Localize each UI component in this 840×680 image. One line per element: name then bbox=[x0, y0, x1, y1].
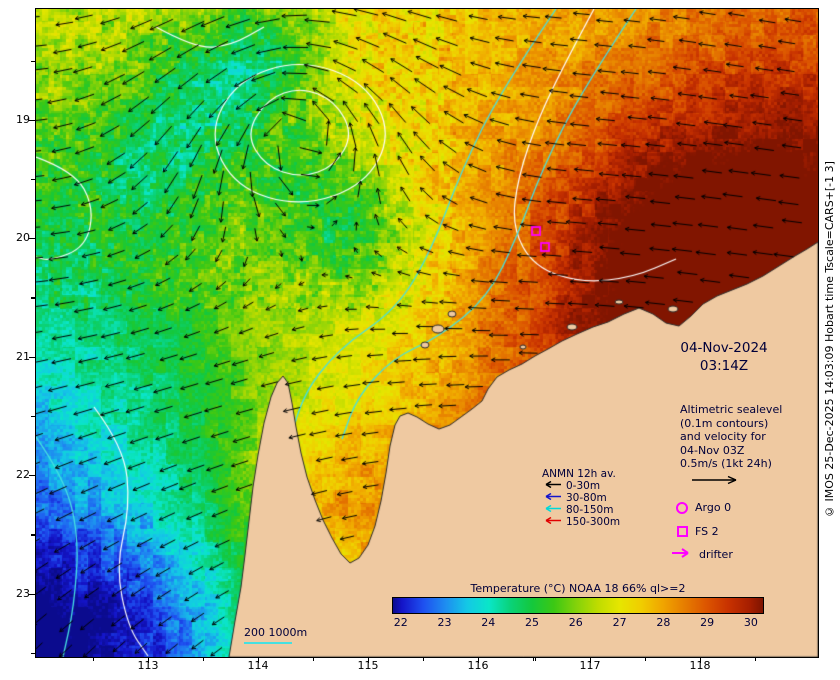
axis-tick bbox=[29, 594, 35, 595]
anmn-item: 150-300m bbox=[542, 516, 620, 528]
colorbar-tick-label: 27 bbox=[612, 616, 627, 629]
scalebar-label: 200 1000m bbox=[244, 626, 308, 639]
lat-tick-label: 21 bbox=[16, 350, 30, 363]
copyright-text: © IMOS 25-Dec-2025 14:03:09 Hobart time … bbox=[823, 161, 836, 519]
axis-tick bbox=[533, 657, 534, 661]
axis-tick bbox=[258, 657, 259, 663]
axis-tick bbox=[203, 657, 204, 661]
lon-tick-label: 116 bbox=[467, 659, 489, 672]
drifter-legend: drifter bbox=[670, 547, 733, 562]
anmn-item: 80-150m bbox=[542, 504, 620, 516]
lon-tick-label: 115 bbox=[357, 659, 379, 672]
axis-tick bbox=[31, 61, 35, 62]
map-plot: 04-Nov-2024 03:14Z Altimetric sealevel (… bbox=[35, 8, 819, 658]
axis-tick bbox=[29, 357, 35, 358]
fs-square-icon bbox=[677, 526, 688, 537]
axis-tick bbox=[31, 297, 35, 298]
colorbar-tick-label: 22 bbox=[393, 616, 408, 629]
isobath-scalebar: 200 1000m bbox=[244, 626, 307, 644]
altimetric-line: and velocity for bbox=[680, 430, 766, 443]
anmn-item: 30-80m bbox=[542, 492, 620, 504]
colorbar-tick-label: 29 bbox=[700, 616, 715, 629]
axis-tick bbox=[29, 475, 35, 476]
fs-legend: FS 2 bbox=[677, 525, 719, 538]
altimetric-note: Altimetric sealevel (0.1m contours) and … bbox=[680, 403, 782, 485]
drifter-label: drifter bbox=[699, 548, 733, 561]
axis-tick bbox=[31, 534, 35, 535]
velocity-scale-arrow-icon bbox=[692, 475, 737, 484]
lat-tick-label: 20 bbox=[16, 231, 30, 244]
colorbar-tick-label: 26 bbox=[568, 616, 583, 629]
anmn-item-label: 0-30m bbox=[566, 480, 601, 492]
anmn-item: 0-30m bbox=[542, 480, 620, 492]
colorbar-tick-label: 30 bbox=[743, 616, 758, 629]
sst-field-canvas bbox=[36, 9, 818, 657]
drifter-arrow-icon bbox=[670, 547, 692, 562]
axis-tick bbox=[31, 416, 35, 417]
axis-tick bbox=[93, 657, 94, 661]
anmn-title: ANMN 12h av. bbox=[542, 468, 616, 480]
axis-tick bbox=[31, 298, 35, 299]
colorbar-title: Temperature (°C) NOAA 18 66% ql>=2 bbox=[470, 582, 686, 595]
anmn-item-label: 80-150m bbox=[566, 504, 614, 516]
depth-arrow-icon bbox=[542, 492, 562, 504]
depth-arrow-icon bbox=[542, 504, 562, 516]
colorbar-tick-label: 25 bbox=[525, 616, 540, 629]
colorbar-tick-label: 28 bbox=[656, 616, 671, 629]
anmn-item-label: 150-300m bbox=[566, 516, 621, 528]
argo-label: Argo 0 bbox=[695, 501, 732, 514]
colorbar-gradient bbox=[392, 597, 764, 614]
date-label: 04-Nov-2024 bbox=[680, 340, 768, 356]
axis-tick bbox=[29, 120, 35, 121]
axis-tick bbox=[31, 179, 35, 180]
fs-label: FS 2 bbox=[695, 525, 719, 538]
axis-tick bbox=[423, 657, 424, 661]
anmn-item-label: 30-80m bbox=[566, 492, 607, 504]
colorbar-tick-label: 23 bbox=[437, 616, 452, 629]
lon-tick-label: 118 bbox=[689, 659, 711, 672]
axis-tick bbox=[700, 657, 701, 663]
lon-tick-label: 114 bbox=[247, 659, 269, 672]
lat-tick-label: 22 bbox=[16, 468, 30, 481]
scalebar-line bbox=[244, 642, 292, 644]
colorbar-ticks: 22 23 24 25 26 27 28 29 30 bbox=[392, 616, 764, 630]
axis-tick bbox=[535, 657, 536, 661]
axis-tick bbox=[368, 657, 369, 663]
datetime-block: 04-Nov-2024 03:14Z bbox=[644, 339, 804, 375]
colorbar-tick-label: 24 bbox=[481, 616, 496, 629]
anmn-legend: ANMN 12h av. 0-30m 30-80m 80-150m bbox=[542, 468, 620, 528]
axis-tick bbox=[31, 653, 35, 654]
depth-arrow-icon bbox=[542, 480, 562, 492]
altimetric-line: (0.1m contours) bbox=[680, 416, 769, 430]
depth-arrow-icon bbox=[542, 516, 562, 528]
lat-tick-label: 23 bbox=[16, 587, 30, 600]
axis-tick bbox=[148, 657, 149, 663]
axis-tick bbox=[478, 657, 479, 663]
altimetric-line: 0.5m/s (1kt 24h) bbox=[680, 457, 772, 470]
temperature-colorbar: Temperature (°C) NOAA 18 66% ql>=2 22 23 2… bbox=[392, 582, 764, 630]
axis-tick bbox=[29, 238, 35, 239]
axis-tick bbox=[31, 535, 35, 536]
argo-circle-icon bbox=[676, 501, 688, 514]
altimetric-line: 04-Nov 03Z bbox=[680, 443, 745, 457]
axis-tick bbox=[590, 657, 591, 663]
axis-tick bbox=[755, 657, 756, 661]
altimetric-line: Altimetric sealevel bbox=[680, 403, 783, 416]
lon-tick-label: 113 bbox=[137, 659, 159, 672]
lon-tick-label: 117 bbox=[579, 659, 601, 672]
lat-tick-label: 19 bbox=[16, 113, 30, 126]
axis-tick bbox=[645, 657, 646, 661]
axis-tick bbox=[313, 657, 314, 661]
argo-legend: Argo 0 bbox=[676, 501, 731, 514]
time-label: 03:14Z bbox=[699, 358, 749, 374]
